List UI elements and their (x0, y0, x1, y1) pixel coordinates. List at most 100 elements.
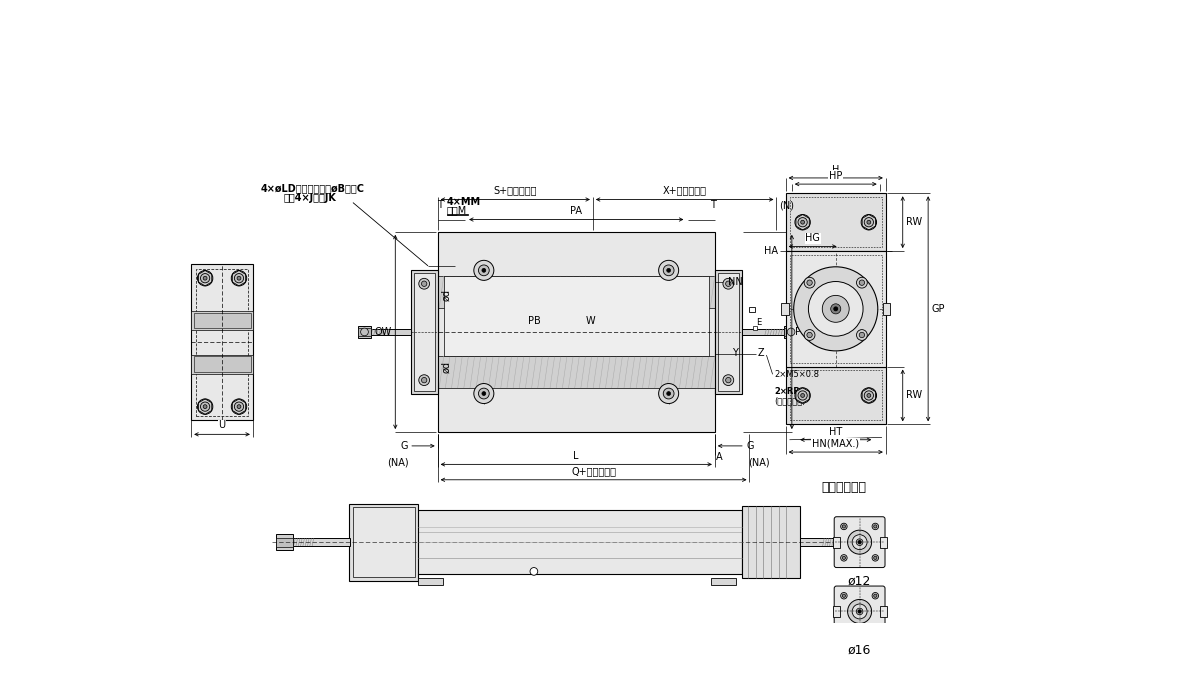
Text: (オプション): (オプション) (774, 396, 805, 405)
Circle shape (807, 332, 812, 337)
Text: 2×RB: 2×RB (774, 386, 800, 395)
Bar (742, 329, 785, 335)
Text: HG: HG (805, 233, 821, 244)
Text: Q+ストローク: Q+ストローク (571, 466, 616, 476)
Circle shape (474, 384, 494, 403)
Bar (710, 578, 736, 585)
Bar (789, 370, 882, 421)
Circle shape (722, 374, 733, 386)
Circle shape (842, 626, 846, 629)
Circle shape (804, 330, 815, 340)
Text: (NA): (NA) (748, 458, 769, 468)
Bar (786, 367, 885, 424)
Text: U: U (218, 421, 225, 430)
Circle shape (858, 540, 861, 544)
Circle shape (841, 523, 847, 530)
Text: W: W (586, 316, 595, 326)
Circle shape (848, 599, 872, 624)
Circle shape (200, 402, 210, 412)
Bar (781, 302, 788, 315)
Circle shape (478, 265, 489, 276)
Circle shape (530, 568, 538, 575)
Bar (447, 214, 468, 215)
Bar (437, 276, 715, 308)
Text: G: G (746, 441, 754, 451)
Text: シリンダ形状: シリンダ形状 (821, 481, 866, 493)
Bar (437, 356, 715, 388)
Bar (411, 270, 437, 394)
Circle shape (864, 218, 873, 227)
Text: H: H (833, 165, 840, 175)
Circle shape (664, 265, 674, 276)
Bar (879, 537, 887, 547)
Circle shape (859, 280, 865, 286)
Bar (349, 504, 418, 581)
Text: PB: PB (528, 316, 541, 326)
Circle shape (809, 281, 863, 336)
Circle shape (664, 388, 674, 399)
Circle shape (858, 610, 861, 613)
Circle shape (667, 268, 671, 272)
Circle shape (235, 274, 243, 283)
Circle shape (857, 539, 863, 545)
Text: L: L (574, 451, 579, 461)
Text: HN(MAX.): HN(MAX.) (812, 439, 859, 449)
Bar (192, 265, 253, 421)
Circle shape (200, 274, 210, 283)
Bar (786, 251, 885, 367)
Text: S+ストローク: S+ストローク (494, 186, 537, 195)
Text: RW: RW (906, 217, 922, 228)
Circle shape (841, 554, 847, 561)
Circle shape (834, 307, 837, 311)
Text: (NA): (NA) (387, 458, 410, 468)
Text: 深さM: 深さM (447, 205, 467, 215)
Circle shape (237, 276, 241, 280)
Circle shape (807, 280, 812, 286)
Bar (883, 302, 890, 315)
Circle shape (841, 624, 847, 631)
Bar (833, 606, 840, 617)
Circle shape (852, 535, 867, 550)
Circle shape (231, 270, 247, 286)
Text: OW: OW (375, 327, 392, 337)
Text: Z: Z (757, 349, 764, 358)
Text: 4×øLD通し、座ぎりøB深さC: 4×øLD通し、座ぎりøB深さC (260, 183, 364, 193)
Circle shape (842, 556, 846, 559)
Bar (413, 273, 435, 391)
Circle shape (872, 624, 878, 631)
Circle shape (867, 393, 871, 398)
Text: Y: Y (732, 349, 738, 358)
Bar (192, 312, 253, 330)
Bar (845, 535, 861, 550)
Circle shape (859, 332, 865, 337)
Text: ød: ød (442, 360, 452, 372)
Bar (353, 508, 415, 577)
Bar (418, 578, 443, 585)
Circle shape (231, 399, 247, 414)
Circle shape (198, 399, 213, 414)
Bar (879, 606, 887, 617)
Circle shape (822, 295, 849, 322)
Text: T: T (437, 200, 443, 210)
Text: HA: HA (764, 246, 778, 256)
Circle shape (867, 220, 871, 224)
Circle shape (198, 270, 213, 286)
Circle shape (857, 277, 867, 288)
Bar (845, 538, 861, 547)
Circle shape (872, 554, 878, 561)
Text: ø12: ø12 (848, 575, 871, 587)
Bar (195, 269, 248, 416)
Circle shape (659, 384, 678, 403)
Circle shape (864, 391, 873, 400)
Circle shape (873, 556, 877, 559)
Circle shape (482, 268, 485, 272)
Circle shape (872, 592, 878, 599)
Circle shape (804, 277, 815, 288)
Bar (786, 193, 885, 251)
Circle shape (794, 267, 878, 351)
Bar (785, 326, 798, 338)
Circle shape (861, 214, 877, 230)
Circle shape (798, 391, 807, 400)
Circle shape (482, 391, 485, 395)
Circle shape (873, 626, 877, 629)
